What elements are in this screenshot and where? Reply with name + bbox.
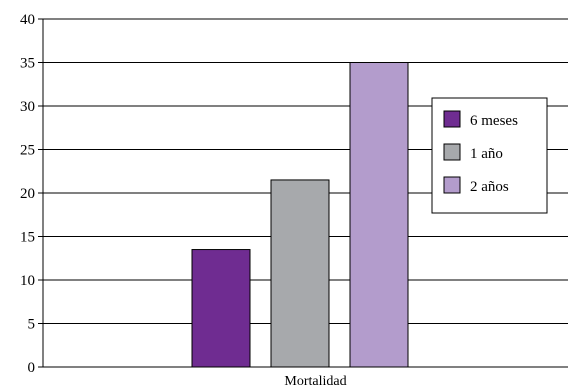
y-tick-label: 0 xyxy=(28,360,36,376)
bar-2 xyxy=(270,179,330,368)
legend-swatch xyxy=(443,143,461,161)
bar-1 xyxy=(191,249,251,368)
y-tick-label: 20 xyxy=(20,186,35,202)
y-tick-label: 35 xyxy=(20,56,35,72)
bars xyxy=(191,62,409,368)
legend-label: 2 años xyxy=(470,179,509,195)
y-tick-label: 40 xyxy=(20,12,35,28)
x-category-label: Mortalidad xyxy=(284,374,346,389)
legend-label: 6 meses xyxy=(470,113,518,129)
y-tick-label: 25 xyxy=(20,143,35,159)
legend: 6 meses 1 año 2 años xyxy=(431,97,548,214)
bar-3 xyxy=(349,62,409,368)
y-tick-label: 10 xyxy=(20,273,35,289)
legend-label: 1 año xyxy=(470,146,503,162)
y-axis-ticks: 0 5 10 15 20 25 30 35 40 xyxy=(20,12,43,376)
legend-swatch xyxy=(443,176,461,194)
y-tick-label: 15 xyxy=(20,230,35,246)
y-tick-label: 5 xyxy=(28,317,36,333)
legend-swatch xyxy=(443,110,461,128)
y-tick-label: 30 xyxy=(20,99,35,115)
